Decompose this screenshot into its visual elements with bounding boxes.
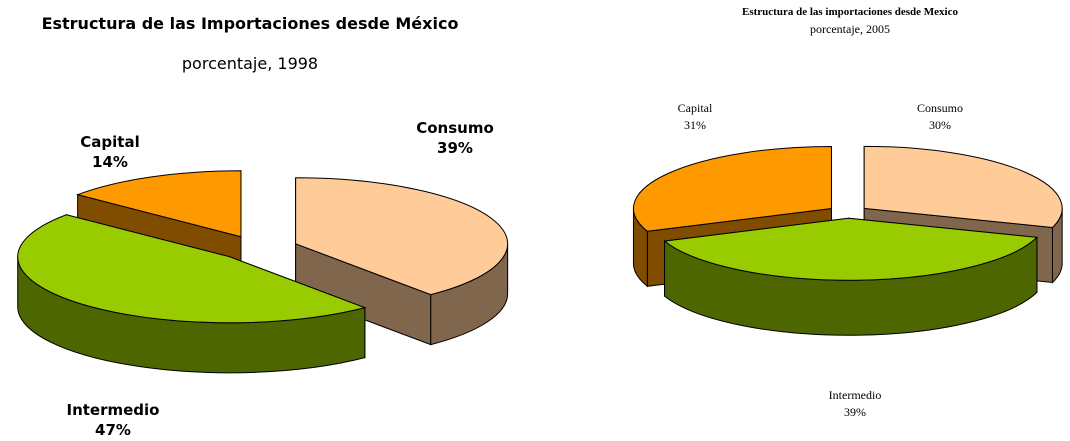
chart-subtitle: porcentaje, 1998 — [181, 54, 319, 73]
data-label: Consumo 39% — [375, 118, 535, 158]
chart-title: Estructura de las Importaciones desde Mé… — [41, 14, 459, 33]
value-label: 31% — [684, 118, 706, 132]
pie-slice — [633, 145, 832, 232]
category-label: Intermedio — [66, 401, 160, 419]
value-label: 14% — [92, 153, 128, 171]
data-label: Intermedio 39% — [775, 387, 935, 421]
data-label: Intermedio 47% — [33, 400, 193, 440]
category-label: Consumo — [416, 119, 494, 137]
pie-slice — [863, 145, 1063, 228]
value-label: 47% — [95, 421, 131, 439]
chart-title: Estructura de las importaciones desde Me… — [742, 6, 958, 18]
value-label: 30% — [929, 118, 951, 132]
category-label: Capital — [80, 133, 140, 151]
pie-slice — [17, 214, 367, 324]
category-label: Intermedio — [828, 388, 882, 402]
data-label: Consumo 30% — [860, 100, 1020, 134]
category-label: Capital — [677, 101, 713, 115]
category-label: Consumo — [916, 101, 963, 115]
pie-slice — [295, 177, 509, 296]
value-label: 39% — [844, 405, 866, 419]
pie-slice — [75, 170, 242, 238]
chart-subtitle: porcentaje, 2005 — [810, 22, 890, 36]
value-label: 39% — [437, 139, 473, 157]
data-label: Capital 31% — [615, 100, 775, 134]
pie-slice — [663, 217, 1039, 281]
data-label: Capital 14% — [30, 132, 190, 172]
